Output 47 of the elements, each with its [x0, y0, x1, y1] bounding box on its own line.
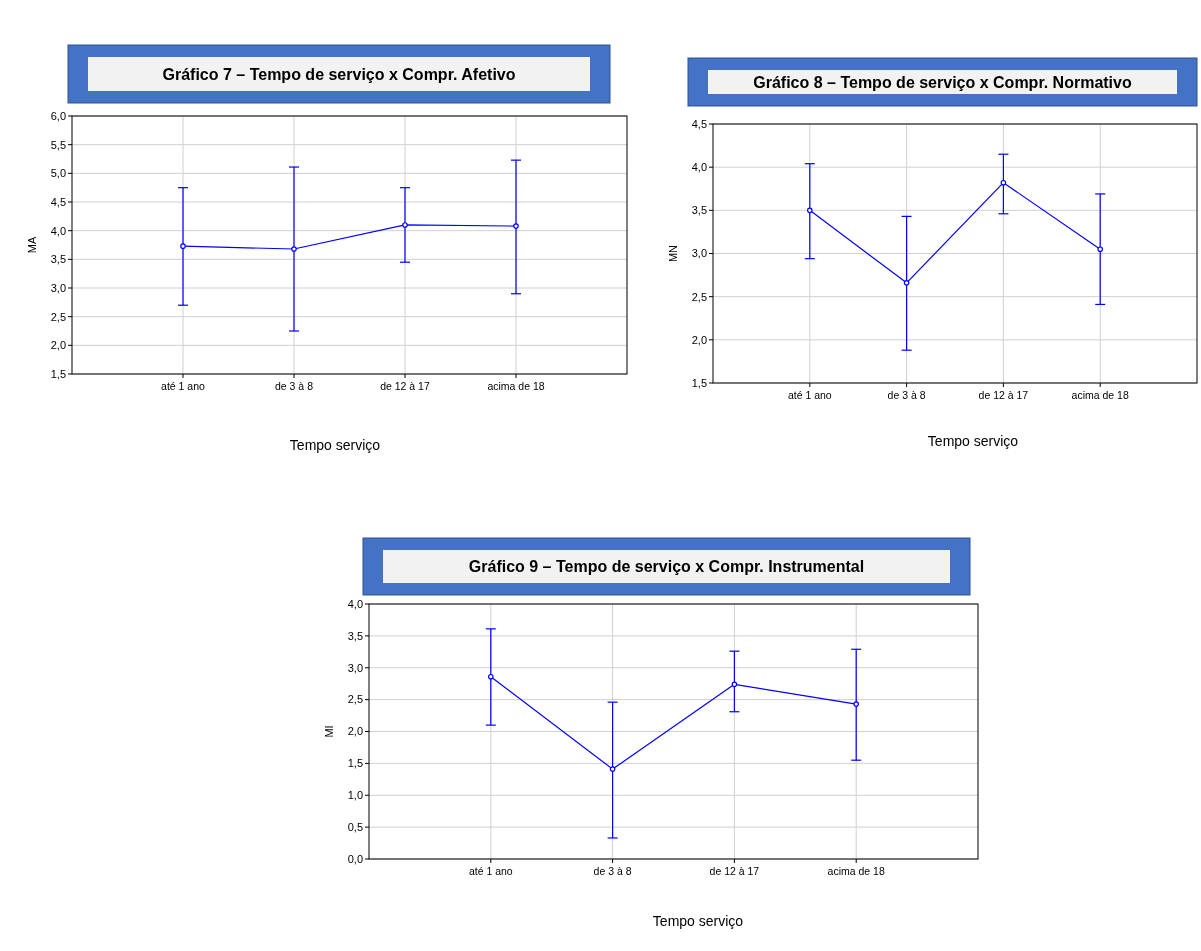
y-tick-label: 6,0 [50, 109, 66, 122]
y-tick-label: 2,0 [691, 333, 707, 346]
y-tick-label: 2,0 [347, 725, 363, 738]
y-tick-label: 3,5 [50, 253, 66, 266]
y-tick-label: 0,5 [347, 820, 363, 833]
x-tick-label: até 1 ano [787, 389, 832, 401]
y-tick-label: 4,5 [691, 117, 707, 130]
x-tick-label: de 12 à 17 [709, 865, 760, 877]
x-tick-label: de 3 à 8 [275, 380, 314, 392]
y-axis-title: MA [26, 236, 38, 254]
y-tick-label: 2,0 [50, 339, 66, 352]
y-tick-label: 5,0 [50, 167, 66, 180]
y-tick-label: 3,0 [347, 661, 363, 674]
y-tick-label: 3,0 [50, 281, 66, 294]
y-tick-label: 0,0 [347, 852, 363, 865]
y-tick-label: 2,5 [691, 290, 707, 303]
y-tick-label: 1,0 [347, 789, 363, 802]
x-axis-title: Tempo serviço [927, 433, 1019, 449]
x-tick-label: acima de 18 [487, 380, 545, 392]
y-tick-label: 4,0 [50, 224, 66, 237]
x-axis-title: Tempo serviço [289, 437, 381, 453]
y-tick-label: 1,5 [50, 367, 66, 380]
x-tick-label: acima de 18 [1071, 389, 1129, 401]
chart-title: Gráfico 9 – Tempo de serviço x Compr. Instrumental [468, 558, 865, 576]
chart-title: Gráfico 8 – Tempo de serviço x Compr. Normativo [753, 73, 1132, 91]
x-tick-label: de 12 à 17 [380, 380, 430, 392]
chart-title: Gráfico 7 – Tempo de serviço x Compr. Afetivo [162, 65, 516, 83]
y-axis-title: MI [323, 725, 335, 738]
y-axis-title: MN [667, 244, 679, 263]
y-tick-label: 4,0 [691, 161, 707, 174]
y-tick-label: 3,5 [691, 204, 707, 217]
y-tick-label: 2,5 [50, 310, 66, 323]
y-tick-label: 3,5 [347, 629, 363, 642]
x-tick-label: de 12 à 17 [978, 389, 1029, 401]
x-tick-label: até 1 ano [468, 865, 513, 877]
y-tick-label: 1,5 [691, 376, 707, 389]
y-tick-label: 5,5 [50, 138, 66, 151]
y-tick-label: 4,0 [347, 597, 363, 610]
y-tick-label: 1,5 [347, 757, 363, 770]
x-tick-label: de 3 à 8 [593, 865, 632, 877]
x-tick-label: acima de 18 [827, 865, 885, 877]
x-tick-label: de 3 à 8 [887, 389, 926, 401]
y-tick-label: 4,5 [50, 195, 66, 208]
x-tick-label: até 1 ano [161, 380, 206, 392]
x-axis-title: Tempo serviço [652, 913, 744, 929]
y-tick-label: 2,5 [347, 693, 363, 706]
y-tick-label: 3,0 [691, 247, 707, 260]
